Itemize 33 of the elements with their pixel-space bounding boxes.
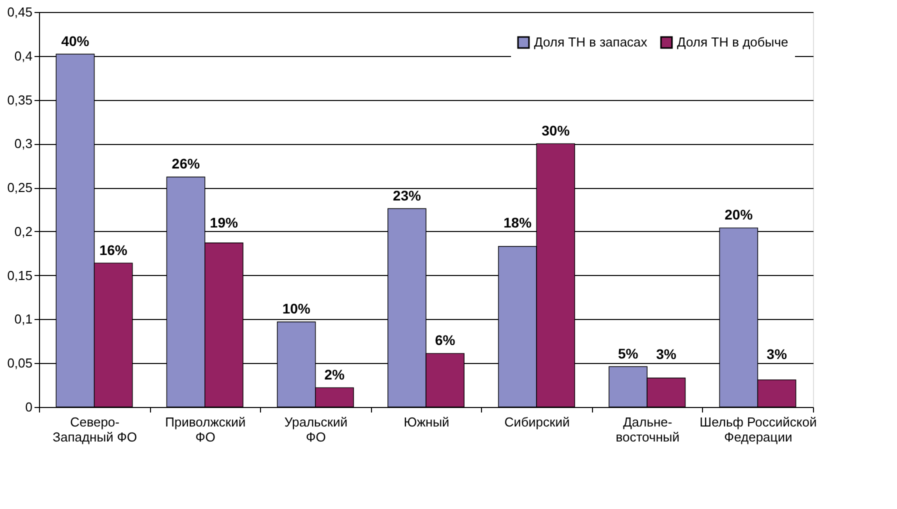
x-tick-label: Шельф Российской Федерации bbox=[700, 414, 817, 444]
x-tick-label: Сибирский bbox=[504, 414, 570, 430]
y-tick-label: 0,35 bbox=[7, 92, 32, 108]
data-label: 6% bbox=[434, 332, 456, 348]
y-tick-label: 0,2 bbox=[14, 224, 32, 239]
data-label: 3% bbox=[766, 346, 788, 362]
y-tick-label: 0,05 bbox=[7, 356, 32, 371]
x-tick-label: Приволжский ФО bbox=[165, 414, 246, 444]
y-tick-label: 0,25 bbox=[7, 180, 32, 196]
legend-label: Доля ТН в добыче bbox=[677, 34, 788, 50]
legend-label: Доля ТН в запасах bbox=[534, 34, 648, 50]
x-tick-label: Дальне-восточный bbox=[616, 414, 680, 444]
data-label: 40% bbox=[61, 32, 90, 49]
data-label: 2% bbox=[324, 366, 346, 382]
data-label: 3% bbox=[656, 346, 677, 362]
data-label: 5% bbox=[618, 345, 639, 362]
data-label: 26% bbox=[172, 156, 200, 172]
data-label: 18% bbox=[503, 214, 532, 231]
x-tick-label: Северо-Западный ФО bbox=[52, 414, 137, 444]
x-tick-label: Уральский ФО bbox=[284, 414, 348, 444]
y-tick-label: 0 bbox=[25, 400, 32, 414]
x-tick-label: Южный bbox=[404, 414, 450, 430]
data-label: 20% bbox=[724, 206, 754, 223]
data-label: 23% bbox=[392, 187, 422, 204]
data-label: 16% bbox=[99, 242, 128, 258]
y-tick-label: 0,15 bbox=[7, 268, 32, 283]
y-tick-label: 0,45 bbox=[7, 4, 32, 20]
data-label: 10% bbox=[282, 300, 311, 317]
y-tick-label: 0,1 bbox=[14, 312, 32, 327]
data-label: 30% bbox=[542, 122, 570, 138]
y-tick-label: 0,3 bbox=[14, 136, 32, 152]
data-label: 19% bbox=[210, 214, 238, 231]
y-tick-label: 0,4 bbox=[14, 48, 32, 64]
